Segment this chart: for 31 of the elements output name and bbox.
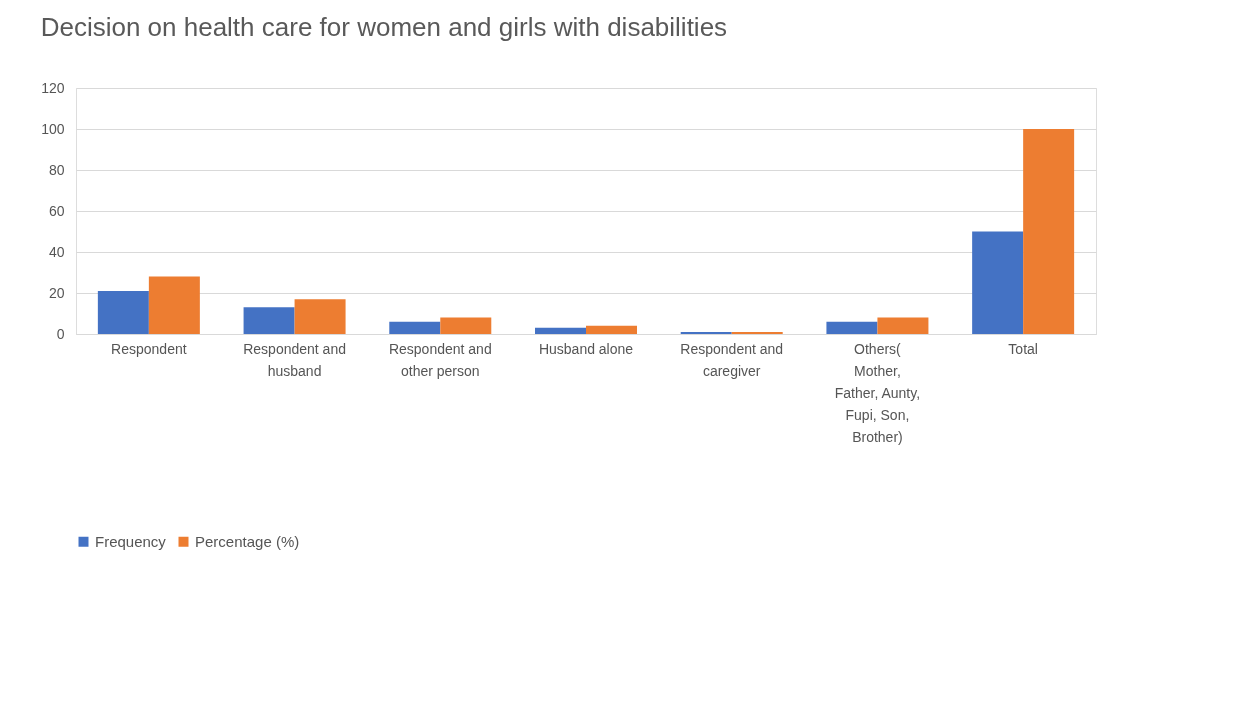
- bar: [826, 321, 878, 334]
- y-tick-label: 100: [41, 120, 65, 137]
- x-tick-label: Respondent: [111, 340, 187, 357]
- bar: [535, 327, 586, 334]
- bar: [680, 331, 732, 334]
- y-tick-label: 0: [56, 325, 65, 342]
- bar: [440, 317, 492, 334]
- bar: [148, 276, 200, 334]
- x-tick-label: Husband alone: [538, 340, 634, 357]
- y-tick-label: 20: [48, 284, 65, 301]
- x-tick-label: Respondent and caregiver: [680, 340, 784, 379]
- x-tick-label: Respondent and husband: [243, 340, 346, 379]
- y-tick-label: 120: [41, 79, 65, 96]
- bar: [294, 299, 346, 334]
- y-tick-label: 60: [48, 202, 65, 219]
- x-tick-label: Others( Mother, Father, Aunty, Fupi, Son, Brother): [834, 340, 921, 445]
- bar: [243, 307, 295, 334]
- chart-title: Decision on health care for women and girls with disabilities: [40, 12, 728, 42]
- x-tick-label: Respondent and other person: [388, 340, 492, 379]
- y-tick-label: 40: [48, 243, 65, 260]
- bar: [97, 290, 149, 334]
- bar: [1023, 129, 1075, 334]
- bar: [972, 231, 1024, 334]
- legend-label: Percentage (%): [195, 532, 300, 550]
- x-tick-label: Total: [1008, 340, 1038, 357]
- bar: [389, 321, 441, 334]
- bar: [586, 325, 637, 334]
- y-tick-label: 80: [48, 161, 65, 178]
- legend-label: Frequency: [95, 532, 167, 550]
- bar: [731, 331, 783, 334]
- bar: [877, 317, 929, 334]
